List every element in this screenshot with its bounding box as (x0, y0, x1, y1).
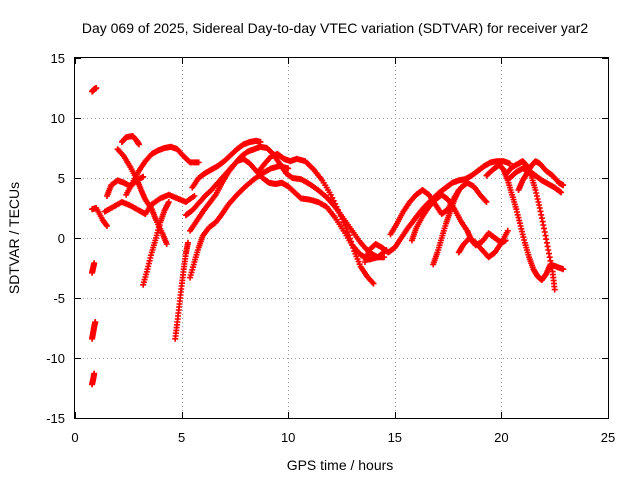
series-arc-e (89, 205, 110, 229)
data-point (340, 219, 347, 226)
series-arc-z (506, 165, 565, 196)
data-point (91, 260, 98, 267)
data-point (195, 159, 202, 166)
series-arc-g (118, 133, 142, 148)
data-point (349, 241, 356, 248)
data-point (343, 225, 350, 232)
x-tick-label: 5 (178, 430, 185, 445)
data-point (350, 245, 357, 251)
data-point (104, 223, 110, 229)
series-arc-s (387, 179, 490, 238)
data-point (93, 85, 100, 91)
y-tick-label: -5 (53, 291, 65, 306)
data-point (506, 160, 513, 167)
data-point (163, 241, 170, 247)
series-arc-k (140, 199, 172, 288)
data-point (483, 199, 490, 205)
data-point (337, 213, 344, 219)
data-point (344, 229, 351, 235)
series-arc-d (89, 260, 98, 276)
series-arc-l (172, 239, 191, 342)
x-tick-label: 10 (281, 430, 295, 445)
data-point (285, 165, 292, 172)
x-tick-label: 0 (71, 430, 78, 445)
data-point (534, 196, 541, 202)
y-tick-label: 10 (51, 111, 65, 126)
data-point (336, 209, 343, 216)
series-arc-y (515, 158, 567, 193)
series-arc-u (430, 187, 462, 268)
x-axis-label: GPS time / hours (287, 457, 394, 473)
data-points (89, 85, 567, 388)
series-arc-c (89, 319, 99, 342)
series-arc-i (101, 191, 198, 217)
data-point (558, 189, 565, 196)
data-point (140, 173, 147, 180)
series-arc-q (255, 151, 377, 287)
data-point (560, 266, 567, 273)
data-point (455, 187, 462, 193)
data-point (348, 238, 355, 245)
chart-title: Day 069 of 2025, Sidereal Day-to-day VTE… (82, 20, 588, 36)
series-arc-x (502, 158, 558, 293)
series-arc-b (89, 370, 98, 388)
data-point (560, 182, 567, 189)
x-axis-ticks: 0 5 10 15 20 25 (71, 58, 615, 445)
x-tick-label: 25 (601, 430, 615, 445)
plot-frame (74, 57, 609, 419)
y-tick-label: 5 (58, 171, 65, 186)
data-point (257, 139, 264, 145)
x-tick-label: 15 (388, 430, 402, 445)
data-point (370, 280, 377, 287)
y-axis-label: SDTVAR / TECUs (6, 182, 22, 294)
series-arc-a (89, 85, 100, 95)
data-point (347, 235, 353, 242)
data-point (548, 261, 555, 268)
data-point (165, 199, 172, 205)
data-point (339, 216, 346, 223)
data-point (504, 227, 511, 234)
data-point (136, 141, 142, 148)
y-axis-ticks: -15 -10 -5 0 5 10 15 (46, 51, 608, 426)
y-tick-label: -15 (46, 411, 65, 426)
y-tick-label: 15 (51, 51, 65, 66)
data-point (92, 319, 99, 325)
data-point (551, 286, 558, 293)
series-arc-o (189, 137, 264, 191)
y-tick-label: -10 (46, 351, 65, 366)
y-tick-label: 0 (58, 231, 65, 246)
series-arc-m (187, 163, 292, 281)
data-point (342, 222, 349, 229)
data-point (185, 239, 191, 246)
series-arc-v (455, 227, 511, 261)
series-arc-t (408, 191, 509, 249)
data-point (191, 193, 198, 199)
data-point (91, 370, 98, 377)
data-point (346, 232, 352, 239)
series-arc-r (362, 158, 513, 265)
x-tick-label: 20 (494, 430, 508, 445)
series-arc-j (123, 143, 202, 198)
